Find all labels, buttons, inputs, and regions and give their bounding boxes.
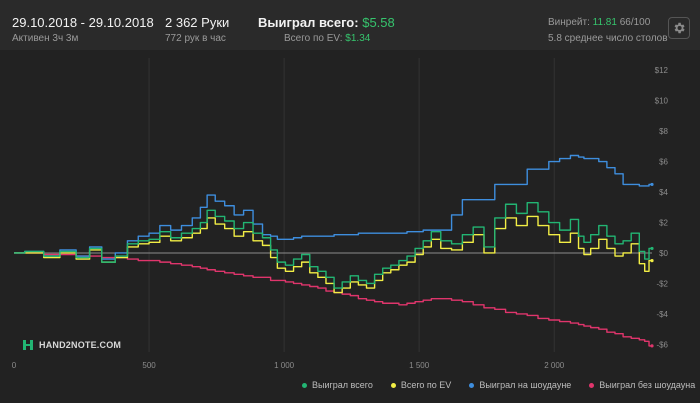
y-tick-label-5: $2 [659, 219, 668, 228]
series-end-point-0 [650, 246, 654, 251]
x-tick-label-4: 2 000 [544, 361, 565, 370]
series-line-2 [14, 154, 652, 260]
legend-item-0[interactable]: Выиграл всего [302, 380, 373, 390]
ev-total: Всего по EV: $1.34 [284, 33, 395, 44]
x-tick-label-1: 500 [142, 361, 156, 370]
ev-total-label: Всего по EV: [284, 33, 343, 44]
series-end-point-2 [650, 182, 654, 187]
y-axis-ticks: $12 $10 $8 $6 $4 $2 $0 -$2 -$4 -$6 [655, 66, 669, 349]
stats-header: 29.10.2018 - 29.10.2018 Активен 3ч 3м 2 … [0, 0, 700, 50]
winrate-hands: 66/100 [619, 17, 651, 28]
hands-count: 2 362 Руки [165, 15, 230, 30]
hands-per-hour: 772 рук в час [165, 33, 226, 44]
session-info: 29.10.2018 - 29.10.2018 Активен 3ч 3м [12, 15, 154, 44]
hand2note-logo: HAND2NOTE.COM [22, 339, 121, 351]
active-time: Активен 3ч 3м [12, 33, 79, 44]
profit-chart: $12 $10 $8 $6 $4 $2 $0 -$2 -$4 -$6 0 500 1 000 1 500… [12, 58, 669, 370]
legend-label-2: Выиграл на шоудауне [479, 380, 572, 390]
series-line-3 [14, 252, 652, 347]
chart-grid [148, 58, 555, 352]
legend-label-1: Всего по EV [400, 380, 452, 390]
y-tick-label-2: $8 [659, 127, 668, 136]
legend-item-2[interactable]: Выиграл на шоудауне [469, 380, 571, 390]
hand2note-logo-icon [23, 340, 33, 350]
y-tick-label-4: $4 [659, 188, 668, 197]
series-end-point-3 [650, 344, 654, 348]
winrate-value: 11.81 [592, 17, 617, 28]
winrate: Винрейт: 11.81 66/100 [548, 17, 668, 28]
winnings-info: Выиграл всего: $5.58 Всего по EV: $1.34 [258, 15, 395, 44]
legend-marker-3 [589, 382, 595, 388]
legend-marker-0 [302, 382, 307, 388]
series-line-0 [14, 202, 652, 289]
gear-icon [674, 22, 685, 34]
y-tick-label-0: $12 [655, 66, 669, 75]
x-tick-label-0: 0 [12, 361, 17, 370]
winrate-label: Винрейт: [548, 17, 590, 28]
won-total: Выиграл всего: $5.58 [258, 15, 395, 30]
date-range: 29.10.2018 - 29.10.2018 [12, 15, 154, 30]
ev-total-value: $1.34 [345, 33, 371, 44]
legend-marker-2 [469, 382, 475, 388]
y-tick-label-7: -$2 [656, 279, 668, 288]
y-tick-label-3: $6 [659, 158, 668, 167]
chart-legend: Выиграл всего Всего по EV Выиграл на шоуда… [302, 380, 695, 390]
legend-item-1[interactable]: Всего по EV [390, 380, 452, 390]
hands-info: 2 362 Руки 772 рук в час [165, 15, 229, 44]
series-line-1 [14, 215, 652, 294]
legend-item-3[interactable]: Выиграл без шоудауна [589, 380, 695, 390]
x-tick-label-2: 1 000 [274, 361, 295, 370]
x-axis-ticks: 0 500 1 000 1 500 2 000 [12, 361, 565, 370]
x-tick-label-3: 1 500 [409, 361, 430, 370]
series-end-point-1 [650, 259, 654, 263]
y-tick-label-8: -$4 [656, 310, 668, 319]
winrate-info: Винрейт: 11.81 66/100 5.8 среднее число … [548, 17, 668, 44]
avg-tables: 5.8 среднее число столов [548, 33, 668, 44]
settings-button[interactable] [668, 17, 690, 39]
y-tick-label-9: -$6 [656, 340, 668, 349]
legend-marker-1 [390, 382, 396, 388]
y-tick-label-6: $0 [659, 249, 668, 258]
logo-text: HAND2NOTE.COM [39, 340, 122, 350]
won-total-value: $5.58 [362, 15, 395, 30]
y-tick-label-1: $10 [655, 97, 669, 106]
won-total-label: Выиграл всего: [258, 15, 359, 30]
legend-label-3: Выиграл без шоудауна [599, 380, 696, 390]
series-lines [14, 154, 654, 348]
legend-label-0: Выиграл всего [312, 380, 373, 390]
